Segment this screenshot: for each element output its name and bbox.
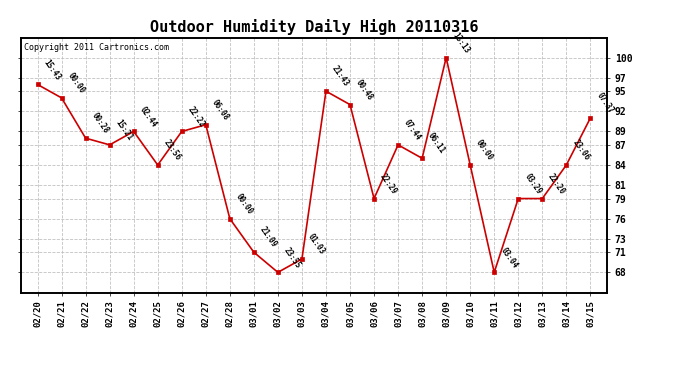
Text: Copyright 2011 Cartronics.com: Copyright 2011 Cartronics.com — [23, 43, 168, 52]
Text: 00:00: 00:00 — [474, 138, 495, 162]
Text: 07:37: 07:37 — [595, 91, 615, 115]
Text: 00:00: 00:00 — [66, 71, 86, 95]
Title: Outdoor Humidity Daily High 20110316: Outdoor Humidity Daily High 20110316 — [150, 19, 478, 35]
Text: 03:29: 03:29 — [522, 172, 543, 196]
Text: 15:43: 15:43 — [41, 58, 62, 82]
Text: 22:29: 22:29 — [378, 172, 399, 196]
Text: 00:28: 00:28 — [90, 111, 110, 135]
Text: 07:44: 07:44 — [402, 118, 423, 142]
Text: 00:48: 00:48 — [354, 78, 375, 102]
Text: 21:09: 21:09 — [258, 225, 279, 249]
Text: 22:22: 22:22 — [186, 105, 206, 129]
Text: 23:55: 23:55 — [282, 246, 303, 270]
Text: 02:44: 02:44 — [138, 105, 159, 129]
Text: 13:13: 13:13 — [451, 31, 471, 55]
Text: 22:20: 22:20 — [546, 172, 567, 196]
Text: 23:56: 23:56 — [162, 138, 183, 162]
Text: 15:21: 15:21 — [114, 118, 135, 142]
Text: 01:03: 01:03 — [306, 232, 327, 256]
Text: 06:11: 06:11 — [426, 131, 447, 156]
Text: 23:06: 23:06 — [571, 138, 591, 162]
Text: 00:00: 00:00 — [234, 192, 255, 216]
Text: 06:08: 06:08 — [210, 98, 230, 122]
Text: 21:43: 21:43 — [330, 64, 351, 88]
Text: 03:04: 03:04 — [498, 246, 519, 270]
